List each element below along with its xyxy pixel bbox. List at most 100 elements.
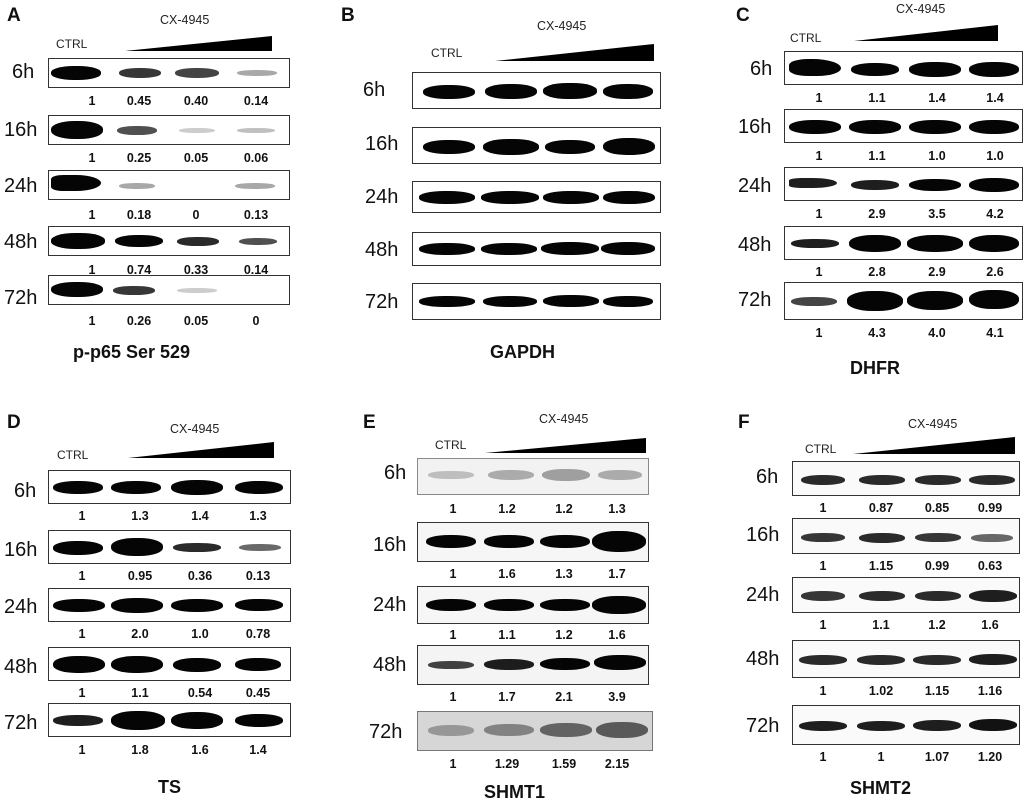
quant-value: 1.15	[868, 559, 894, 573]
panel-title: SHMT2	[850, 778, 912, 798]
quant-value: 2.1	[555, 690, 573, 704]
band	[175, 68, 219, 78]
quant-value: 1.4	[249, 743, 267, 757]
quant-value: 1.3	[249, 509, 267, 523]
band	[483, 296, 537, 307]
band	[485, 84, 537, 99]
blot-strip	[784, 167, 1023, 201]
band	[237, 128, 275, 133]
time-label: 6h	[750, 58, 773, 80]
blot-strip	[412, 72, 661, 109]
blot-strip	[48, 530, 291, 564]
band	[801, 533, 845, 542]
blot-strip	[417, 522, 649, 562]
band	[171, 480, 223, 495]
quant-value: 4.0	[928, 326, 946, 340]
quant-value: 1	[449, 690, 457, 704]
quant-value: 0.95	[127, 569, 153, 583]
time-label: 72h	[738, 289, 772, 311]
quant-value: 1.07	[924, 750, 950, 764]
quant-value: 4.1	[986, 326, 1004, 340]
band	[111, 598, 163, 613]
panel-title: DHFR	[850, 358, 900, 378]
quant-value: 1.2	[498, 502, 516, 516]
time-label: 6h	[12, 61, 35, 83]
band	[540, 599, 590, 611]
blot-strip	[792, 518, 1020, 554]
quant-value: 0.87	[868, 501, 894, 515]
blot-strip	[417, 586, 649, 624]
band	[179, 128, 215, 133]
time-label: 48h	[365, 239, 399, 261]
band	[423, 140, 475, 154]
band	[423, 85, 475, 99]
blot-strip	[792, 577, 1020, 613]
band	[913, 655, 961, 665]
quant-value: 1	[819, 684, 827, 698]
quant-value: 0.99	[977, 501, 1003, 515]
concentration-wedge	[128, 442, 274, 458]
band	[428, 471, 474, 479]
ctrl-label: CTRL	[57, 448, 89, 462]
band	[851, 180, 899, 190]
quant-value: 0.18	[126, 208, 152, 222]
band	[540, 723, 592, 737]
blot-strip	[48, 58, 290, 88]
band	[543, 295, 599, 307]
quant-value: 1	[815, 265, 823, 279]
quant-value: 0.85	[924, 501, 950, 515]
band	[177, 237, 219, 246]
concentration-wedge	[125, 36, 272, 51]
quant-value: 3.5	[928, 207, 946, 221]
quant-value: 0.33	[183, 263, 209, 277]
quant-value: 0.13	[243, 208, 269, 222]
time-label: 6h	[756, 466, 779, 488]
band	[969, 120, 1019, 134]
quant-value: 0.14	[243, 263, 269, 277]
band	[115, 235, 163, 247]
band	[857, 655, 905, 665]
time-label: 72h	[4, 287, 38, 309]
quant-value: 1.7	[498, 690, 516, 704]
quant-value: 1.0	[986, 149, 1004, 163]
quant-value: 1	[815, 149, 823, 163]
quant-value: 1	[78, 569, 86, 583]
band	[849, 120, 901, 134]
quant-value: 1.2	[555, 502, 573, 516]
quant-value: 0.45	[245, 686, 271, 700]
band	[426, 535, 476, 548]
band	[857, 721, 905, 731]
band	[603, 138, 655, 155]
band	[592, 531, 646, 552]
quant-value: 1	[815, 91, 823, 105]
panel-f: F CX-4945 CTRL 6h 1 0.87 0.85 0.99 16h 1…	[730, 405, 1024, 803]
time-label: 16h	[4, 539, 38, 561]
blot-strip	[417, 645, 649, 685]
quant-value: 0.25	[126, 151, 152, 165]
quant-value: 1.3	[555, 567, 573, 581]
panel-letter: D	[7, 412, 21, 433]
band	[603, 296, 653, 307]
band	[53, 656, 105, 673]
quant-value: 0.26	[126, 314, 152, 328]
band	[51, 233, 105, 249]
band	[601, 242, 655, 255]
panel-letter: B	[341, 5, 355, 26]
quant-value: 1.1	[868, 91, 886, 105]
blot-strip	[48, 470, 291, 504]
time-label: 24h	[738, 175, 772, 197]
blot-strip	[784, 109, 1023, 143]
band	[909, 62, 961, 77]
time-label: 72h	[4, 712, 38, 734]
quant-value: 1.7	[608, 567, 626, 581]
band	[799, 721, 847, 731]
quant-value: 1.4	[986, 91, 1004, 105]
band	[428, 725, 474, 736]
quant-value: 0.74	[126, 263, 152, 277]
time-label: 16h	[738, 116, 772, 138]
quant-value: 1	[819, 750, 827, 764]
band	[237, 70, 277, 76]
time-label: 24h	[746, 584, 780, 606]
time-label: 6h	[14, 480, 37, 502]
band	[53, 599, 105, 612]
